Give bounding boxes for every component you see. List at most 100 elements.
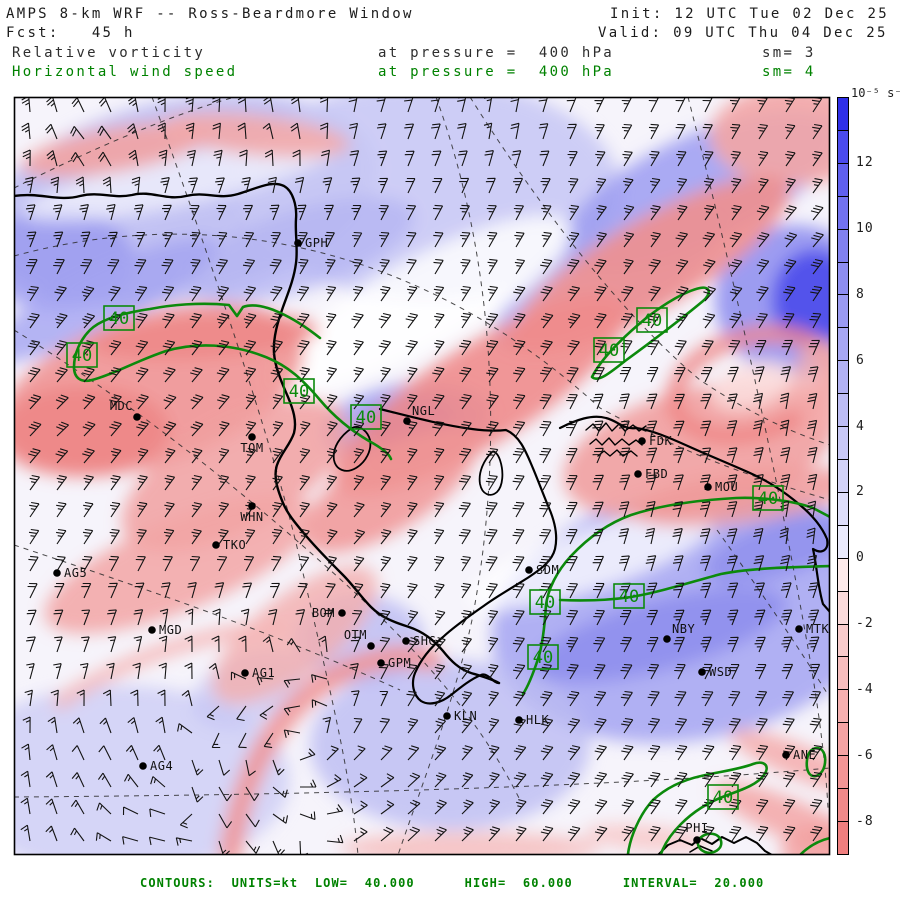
colorbar-cell xyxy=(838,458,848,492)
wind-barb xyxy=(164,475,176,491)
wind-barb xyxy=(212,608,221,626)
station-marker xyxy=(402,637,410,645)
station-marker xyxy=(698,668,706,676)
wind-barb xyxy=(150,776,166,788)
wind-barb xyxy=(108,285,121,302)
wind-barb xyxy=(567,339,580,356)
wind-barb xyxy=(405,339,418,356)
wind-barb xyxy=(107,258,120,275)
wind-barb xyxy=(756,825,769,842)
wind-barb xyxy=(621,825,635,842)
wind-barb xyxy=(326,502,338,518)
wind-barb xyxy=(566,555,578,572)
wind-barb xyxy=(378,204,389,221)
wind-barb xyxy=(45,123,58,140)
wind-barb xyxy=(812,123,823,140)
wind-barb xyxy=(148,836,166,846)
wind-barb xyxy=(647,690,660,707)
wind-barb xyxy=(457,122,467,140)
wind-barb xyxy=(619,555,630,572)
wind-barb xyxy=(459,447,472,464)
wind-barb xyxy=(485,528,498,545)
wind-barb xyxy=(162,285,175,302)
wind-barb xyxy=(756,798,769,815)
wind-barb xyxy=(135,555,146,572)
colorbar-tick-label: 0 xyxy=(856,550,865,566)
wind-barb xyxy=(72,717,85,734)
wind-barb xyxy=(243,204,254,221)
colorbar-cell xyxy=(838,426,848,459)
wind-barb xyxy=(784,205,797,221)
wind-barb xyxy=(377,150,388,167)
wind-barb xyxy=(488,745,500,761)
wind-barb xyxy=(163,394,177,410)
wind-barb xyxy=(486,312,499,329)
wind-barb xyxy=(779,500,790,518)
wind-barb xyxy=(299,501,310,518)
wind-barb xyxy=(213,149,223,167)
wind-barb xyxy=(648,123,660,140)
wind-barb xyxy=(674,366,686,383)
wind-barb xyxy=(675,312,688,329)
wind-barb xyxy=(299,748,316,761)
wind-barb xyxy=(593,636,606,653)
wind-barb xyxy=(459,204,470,221)
wind-barb xyxy=(272,394,284,410)
wind-barb xyxy=(55,313,68,329)
wind-barb xyxy=(299,448,311,464)
wind-barb xyxy=(594,826,608,842)
wind-barb xyxy=(379,690,389,707)
wind-barb xyxy=(785,150,796,167)
wind-barb xyxy=(24,689,33,707)
wind-barb xyxy=(783,798,796,815)
wind-barb xyxy=(594,744,607,761)
wind-barb xyxy=(780,473,791,491)
wind-barb xyxy=(514,258,526,275)
station-marker xyxy=(53,569,61,577)
wind-barb xyxy=(55,448,69,464)
wind-barb xyxy=(648,717,661,734)
wind-barb xyxy=(781,609,793,626)
wind-barb xyxy=(807,554,818,572)
colorbar-cell xyxy=(838,327,848,361)
wind-barb xyxy=(675,825,688,842)
wind-barb xyxy=(756,771,769,788)
wind-barb xyxy=(128,97,139,113)
wind-barb xyxy=(540,366,553,383)
wind-barb xyxy=(245,420,257,437)
wind-barb xyxy=(461,609,472,626)
wind-barb xyxy=(82,528,94,545)
wind-barb xyxy=(269,258,282,275)
wind-barb xyxy=(163,367,176,383)
wind-barb xyxy=(122,836,139,845)
wind-barb xyxy=(107,636,117,653)
contour-label: 40 xyxy=(619,587,639,607)
wind-barb xyxy=(758,177,769,194)
wind-barb xyxy=(487,258,498,275)
wind-barb xyxy=(785,123,796,140)
wind-barb xyxy=(812,178,823,194)
wind-barb xyxy=(699,501,711,518)
wind-barb xyxy=(352,609,363,626)
wind-barb xyxy=(567,286,581,302)
wind-barb xyxy=(648,258,661,275)
wind-barb xyxy=(268,608,278,626)
wind-barb xyxy=(726,393,738,410)
wind-barb xyxy=(380,474,391,491)
wind-barb xyxy=(380,773,395,788)
wind-barb xyxy=(217,394,230,410)
wind-barb xyxy=(461,718,473,734)
wind-barb xyxy=(434,339,445,356)
wind-barb xyxy=(434,772,447,788)
wind-barb xyxy=(245,813,260,828)
wind-barb xyxy=(134,582,145,599)
wind-barb xyxy=(703,177,715,194)
wind-barb xyxy=(272,813,289,824)
wind-barb xyxy=(240,608,250,626)
wind-barb xyxy=(353,366,364,383)
wind-barb xyxy=(699,528,711,545)
wind-barb xyxy=(378,312,392,329)
wind-barb xyxy=(110,475,121,491)
wind-barb xyxy=(216,285,230,302)
